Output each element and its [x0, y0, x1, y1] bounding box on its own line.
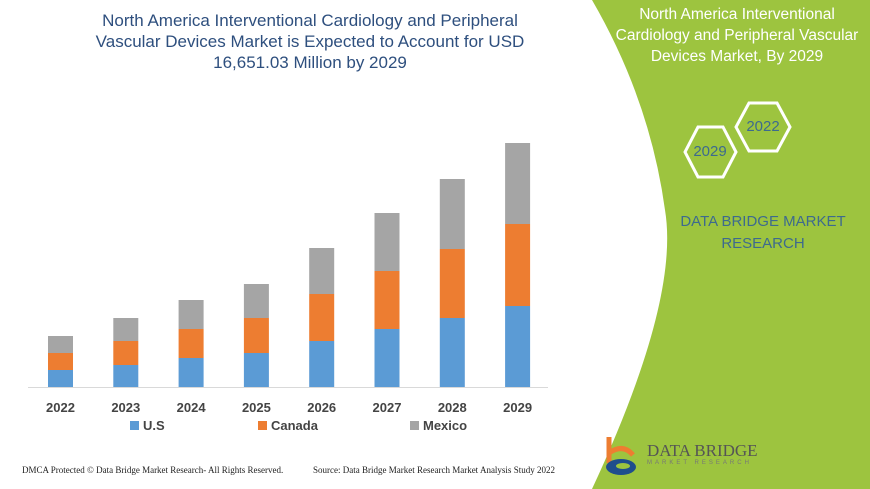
bar-canada-2028 [439, 249, 465, 318]
footer-copyright: DMCA Protected © Data Bridge Market Rese… [22, 465, 284, 475]
bar-us-2023 [113, 365, 139, 387]
bar-mexico-2027 [374, 213, 400, 271]
bar-canada-2024 [178, 329, 204, 358]
bar-canada-2029 [505, 224, 531, 306]
bar-us-2028 [439, 318, 465, 387]
x-tick-label: 2022 [46, 400, 75, 415]
bar-mexico-2024 [178, 300, 204, 329]
bar-us-2027 [374, 329, 400, 387]
hexagon-2022 [734, 101, 792, 153]
x-tick-label: 2028 [438, 400, 467, 415]
data-bridge-logo-icon [606, 437, 636, 475]
legend-us: U.S [130, 418, 165, 433]
bar-mexico-2023 [113, 318, 139, 341]
bar-us-2024 [178, 358, 204, 387]
x-tick-label: 2027 [373, 400, 402, 415]
hex-label-2029: 2029 [693, 143, 727, 160]
bar-canada-2023 [113, 341, 139, 365]
x-tick-label: 2024 [177, 400, 207, 415]
bar-us-2026 [309, 341, 335, 387]
bar-mexico-2025 [243, 284, 269, 318]
bar-canada-2027 [374, 271, 400, 329]
x-tick-label: 2023 [111, 400, 140, 415]
chart-title: North America Interventional Cardiology … [95, 11, 525, 72]
bar-canada-2025 [243, 318, 269, 353]
footer-source: Source: Data Bridge Market Research Mark… [313, 465, 555, 475]
x-tick-label: 2025 [242, 400, 271, 415]
bar-us-2025 [243, 353, 269, 387]
side-panel-title: North America Interventional Cardiology … [615, 6, 859, 65]
bar-us-2022 [48, 370, 73, 387]
bar-mexico-2022 [48, 336, 73, 353]
bar-mexico-2028 [439, 179, 465, 249]
bar-us-2029 [505, 306, 531, 387]
bar-canada-2022 [48, 353, 73, 370]
legend-mexico: Mexico [410, 418, 467, 433]
hexagon-2029 [683, 125, 738, 179]
logo-subtext: MARKET RESEARCH [647, 460, 752, 466]
bar-canada-2026 [309, 294, 335, 341]
bar-mexico-2029 [505, 143, 531, 224]
logo-text: DATA BRIDGE [647, 441, 758, 460]
x-tick-label: 2029 [503, 400, 532, 415]
hex-label-2022: 2022 [746, 118, 780, 135]
bar-mexico-2026 [309, 248, 335, 294]
legend-canada: Canada [258, 418, 318, 433]
stacked-bar-chart: 2022 2023 2024 2025 2026 2027 2028 2029 [28, 143, 548, 415]
x-tick-label: 2026 [307, 400, 336, 415]
brand-text: DATA BRIDGE MARKET RESEARCH [680, 213, 846, 252]
